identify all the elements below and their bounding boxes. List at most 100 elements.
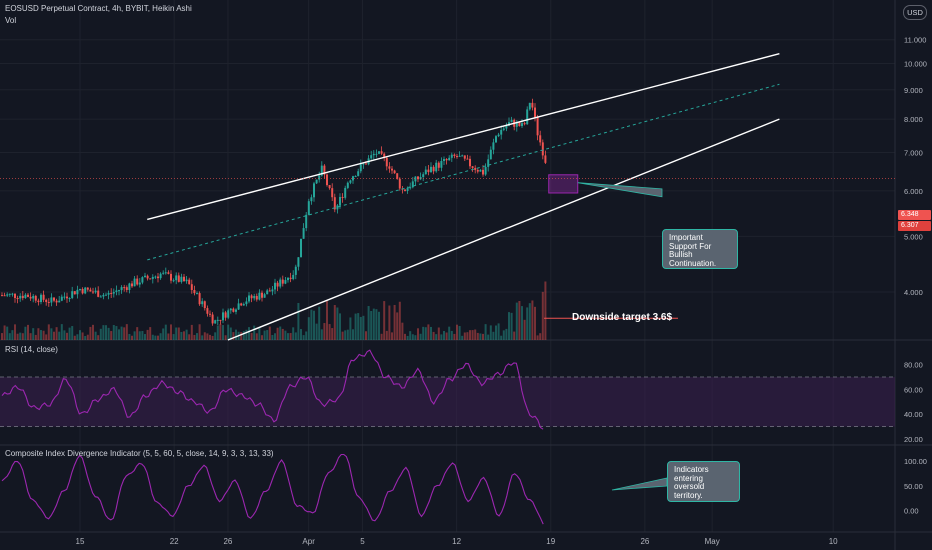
candle-body (523, 123, 526, 125)
candle-body (354, 176, 357, 178)
rsi-line (1, 349, 544, 430)
candle-body (445, 159, 448, 161)
volume-bar (138, 331, 141, 340)
candle-body (37, 300, 40, 303)
volume-bar (404, 333, 406, 340)
volume-bar (521, 306, 523, 340)
candle-body (505, 125, 508, 129)
candle-body (318, 175, 321, 180)
volume-bar (16, 333, 19, 340)
candle-body (450, 154, 453, 158)
cidi-series-line (1, 453, 544, 525)
candle-body (66, 296, 68, 299)
volume-bar (105, 325, 107, 340)
candle-body (45, 299, 48, 302)
volume-bar (313, 310, 315, 340)
volume-bar (250, 332, 253, 340)
candle-body (110, 292, 113, 294)
volume-bar (255, 333, 258, 340)
volume-bar (92, 324, 94, 340)
x-tick-label: 10 (829, 537, 838, 546)
volume-bar (11, 330, 14, 340)
candle-body (336, 205, 339, 210)
support-zone (548, 174, 579, 194)
candle-body (180, 276, 183, 282)
volume-bar (266, 330, 269, 340)
volume-bar (536, 335, 539, 340)
candle-body (227, 310, 230, 318)
candle-body (388, 166, 391, 169)
candle-body (409, 187, 412, 189)
volume-bar (253, 325, 256, 340)
candle-body (188, 279, 191, 285)
candle-body (97, 290, 100, 297)
volume-bars (1, 281, 547, 340)
volume-bar (167, 333, 170, 340)
volume-bar (484, 324, 487, 340)
volume-bar (388, 305, 391, 340)
candle-body (515, 122, 518, 127)
candle-body (287, 277, 289, 281)
volume-bar (188, 334, 191, 340)
candle-body (159, 273, 162, 279)
volume-bar (310, 309, 313, 340)
volume-bar (372, 308, 375, 340)
volume-bar (422, 326, 425, 340)
volume-bar (115, 326, 118, 340)
currency-button[interactable]: USD (903, 5, 927, 20)
volume-bar (315, 323, 318, 340)
support-note[interactable]: Important Support For Bullish Continuati… (662, 229, 738, 269)
x-tick-label: 12 (452, 537, 461, 546)
callout-pointers (577, 182, 668, 491)
volume-bar (359, 316, 362, 340)
volume-bar (261, 335, 263, 340)
candle-body (102, 294, 105, 297)
regression-channel[interactable] (147, 53, 780, 341)
candle-body (437, 162, 440, 168)
volume-bar (120, 326, 123, 340)
volume-bar (482, 333, 484, 340)
candle-body (255, 296, 258, 300)
candle-body (440, 160, 443, 168)
candle-body (131, 283, 133, 287)
x-tick-label: 15 (76, 537, 85, 546)
candle-body (289, 277, 292, 280)
indicator-note[interactable]: Indicators entering oversold territory. (667, 461, 740, 502)
candle-body (458, 155, 461, 157)
volume-bar (458, 326, 461, 340)
candle-body (359, 164, 362, 172)
candle-body (58, 300, 61, 303)
volume-bar (297, 302, 300, 340)
volume-bar (502, 330, 505, 340)
downside-target-line[interactable] (0, 178, 895, 319)
volume-bar (424, 327, 427, 340)
volume-bar (287, 333, 289, 340)
candle-body (177, 275, 180, 282)
candle-body (391, 168, 393, 171)
volume-bar (183, 331, 185, 340)
volume-bar (55, 327, 58, 340)
candle-body (42, 294, 45, 300)
symbol-title[interactable]: EOSUSD Perpetual Contract, 4h, BYBIT, He… (5, 4, 192, 13)
volume-bar (42, 330, 45, 340)
candle-body (424, 169, 427, 175)
candle-body (149, 278, 152, 280)
volume-bar (32, 328, 35, 340)
candle-body (528, 102, 531, 110)
volume-bar (125, 324, 128, 340)
volume-bar (526, 307, 529, 340)
volume-bar (102, 325, 105, 340)
candle-body (492, 142, 495, 150)
candle-body (383, 153, 386, 158)
candle-body (63, 296, 66, 298)
candle-body (466, 158, 469, 160)
volume-bar (89, 326, 92, 340)
cidi-tick: 0.00 (904, 507, 919, 516)
support-box[interactable] (548, 174, 579, 194)
volume-bar (411, 334, 414, 340)
candle-body (271, 289, 274, 292)
candle-body (341, 196, 344, 198)
candle-body (146, 275, 149, 279)
candle-body (302, 228, 305, 239)
